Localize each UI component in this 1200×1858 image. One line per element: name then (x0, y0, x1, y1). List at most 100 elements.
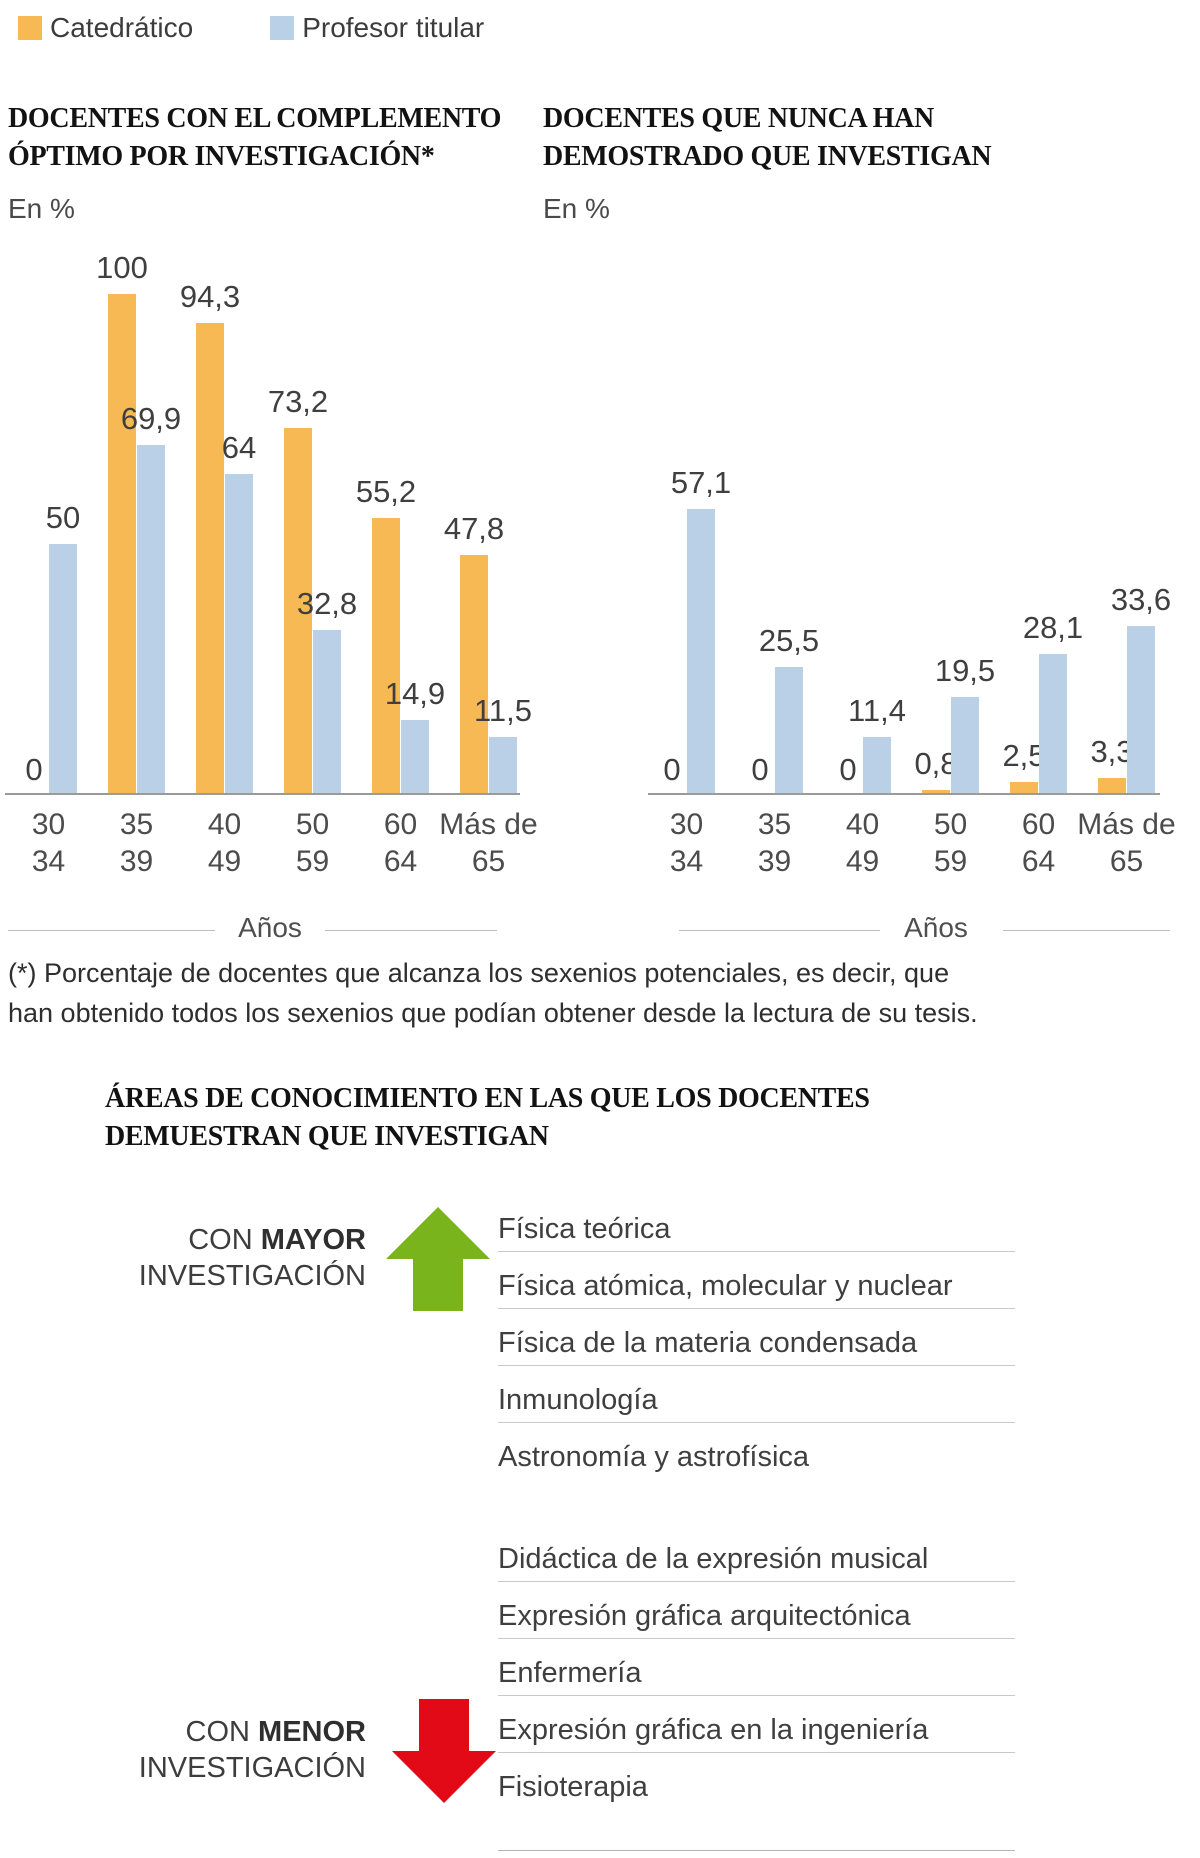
tick-label: Más de 65 (439, 808, 538, 878)
chart-right-plot-area: 0 57,1 30 34 0 25,5 35 39 0 11,4 40 49 0,8 19,5 50 59 2,… (663, 464, 1176, 879)
area-item: Astronomía y astrofísica (498, 1441, 810, 1473)
chart-left-title-line1: DOCENTES CON EL COMPLEMENTO (8, 103, 502, 134)
area-separator (498, 1365, 1015, 1366)
chart-right-axis-rule-left (679, 930, 880, 931)
areas-section-title-line2: DEMUESTRAN QUE INVESTIGAN (105, 1121, 549, 1152)
area-item: Inmunología (498, 1384, 658, 1416)
bar-profesor-titular (775, 666, 803, 794)
area-item: Física teórica (498, 1213, 671, 1245)
value-label-profesor-titular: 14,9 (384, 675, 446, 711)
chart-left-axis-title: Años (238, 912, 302, 943)
areas-section-title-line1: ÁREAS DE CONOCIMIENTO EN LAS QUE LOS DOC… (105, 1083, 870, 1114)
bar-profesor-titular (1127, 626, 1155, 794)
chart-right-axis-rule-right (1003, 930, 1170, 931)
legend-label-catedratico: Catedrático (50, 12, 194, 43)
area-item: Expresión gráfica arquitectónica (498, 1600, 911, 1632)
bar-catedratico (284, 428, 312, 794)
legend-label-profesor-titular: Profesor titular (302, 12, 485, 43)
value-label-profesor-titular: 25,5 (758, 622, 820, 658)
value-label-profesor-titular: 19,5 (934, 652, 996, 688)
area-separator (498, 1638, 1015, 1639)
bar-profesor-titular (863, 737, 891, 794)
value-label-catedratico: 0,8 (914, 746, 958, 781)
arrow-up-icon (386, 1207, 490, 1311)
value-label-profesor-titular: 11,4 (847, 693, 907, 728)
area-item: Expresión gráfica en la ingeniería (498, 1714, 929, 1746)
bar-catedratico (372, 518, 400, 794)
value-label-catedratico: 3,3 (1090, 733, 1134, 769)
value-label-catedratico: 55,2 (355, 474, 417, 509)
bottom-rule (498, 1850, 1015, 1851)
area-separator (498, 1422, 1015, 1423)
mayor-label-line1: CON MAYOR (188, 1224, 366, 1256)
footnote-line2: han obtenido todos los sexenios que podí… (8, 998, 978, 1028)
chart-right-unit-label: En % (543, 193, 610, 224)
chart-left-x-axis (5, 793, 520, 795)
bar-profesor-titular (951, 696, 979, 794)
mayor-label: CON MAYOR INVESTIGACIÓN (66, 1222, 366, 1294)
tick-label: 60 64 (383, 808, 418, 878)
area-separator (498, 1308, 1015, 1309)
bar-profesor-titular (225, 474, 253, 794)
tick-label: 60 64 (1021, 808, 1056, 878)
legend-swatch-profesor-titular (270, 16, 295, 40)
area-separator (498, 1752, 1015, 1753)
value-label-profesor-titular: 57,1 (670, 464, 732, 500)
bar-profesor-titular (401, 719, 429, 794)
value-label-catedratico: 47,8 (443, 511, 505, 546)
chart-right-x-axis (648, 793, 1160, 795)
bar-catedratico (1098, 777, 1126, 794)
legend: Catedrático Profesor titular (18, 12, 485, 43)
menor-label-line1: CON MENOR (185, 1716, 366, 1748)
value-label-catedratico: 73,2 (267, 384, 329, 419)
bar-catedratico (196, 322, 224, 794)
chart-right-title-line2: DEMOSTRADO QUE INVESTIGAN (543, 141, 992, 172)
bar-profesor-titular (489, 736, 517, 794)
value-label-catedratico: 0 (839, 752, 857, 787)
chart-left-unit-label: En % (8, 193, 75, 224)
value-label-profesor-titular: 32,8 (296, 586, 358, 621)
area-separator (498, 1695, 1015, 1696)
bar-profesor-titular (137, 444, 165, 794)
value-label-catedratico: 0 (751, 752, 769, 787)
value-label-catedratico: 0 (663, 752, 681, 787)
bar-profesor-titular (313, 630, 341, 794)
area-separator (498, 1251, 1015, 1252)
menor-label-line2: INVESTIGACIÓN (138, 1752, 366, 1784)
menor-label: CON MENOR INVESTIGACIÓN (66, 1714, 366, 1786)
chart-left-title: DOCENTES CON EL COMPLEMENTO ÓPTIMO POR I… (8, 100, 501, 176)
value-label-catedratico: 2,5 (1002, 737, 1046, 773)
value-label-catedratico: 0 (25, 752, 43, 787)
chart-right-title: DOCENTES QUE NUNCA HAN DEMOSTRADO QUE IN… (543, 100, 992, 176)
areas-section-title: ÁREAS DE CONOCIMIENTO EN LAS QUE LOS DOC… (105, 1080, 870, 1156)
area-item: Física atómica, molecular y nuclear (498, 1270, 953, 1302)
value-label-profesor-titular: 33,6 (1110, 582, 1172, 617)
mayor-label-line2: INVESTIGACIÓN (138, 1260, 366, 1292)
bar-catedratico (108, 294, 136, 794)
bar-profesor-titular (49, 544, 77, 794)
chart-left-axis-rule-right (325, 930, 497, 931)
chart-left-plot-area: 0 50 30 34 100 69,9 35 39 94,3 64 40 49 73,2 32,8 50 59… (25, 250, 538, 878)
area-item: Enfermería (498, 1657, 642, 1689)
footnote: (*) Porcentaje de docentes que alcanza l… (8, 953, 978, 1033)
tick-label: 50 59 (295, 808, 330, 878)
chart-right-axis-title: Años (904, 912, 968, 943)
tick-label: 30 34 (31, 808, 66, 878)
bar-profesor-titular (1039, 653, 1067, 794)
bar-catedratico (1010, 781, 1038, 794)
value-label-profesor-titular: 69,9 (120, 400, 182, 436)
area-separator (498, 1581, 1015, 1582)
area-item: Física de la materia condensada (498, 1327, 918, 1359)
chart-left-title-line2: ÓPTIMO POR INVESTIGACIÓN* (8, 141, 435, 172)
value-label-catedratico: 100 (96, 250, 148, 285)
area-item: Didáctica de la expresión musical (498, 1543, 929, 1575)
footnote-line1: (*) Porcentaje de docentes que alcanza l… (8, 958, 950, 988)
tick-label: 30 34 (669, 808, 704, 878)
tick-label: Más de 65 (1077, 808, 1176, 878)
tick-label: 50 59 (933, 808, 968, 878)
tick-label: 35 39 (757, 808, 792, 878)
bar-profesor-titular (687, 508, 715, 794)
legend-swatch-catedratico (18, 16, 42, 40)
tick-label: 40 49 (845, 808, 880, 878)
value-label-catedratico: 94,3 (179, 278, 241, 314)
